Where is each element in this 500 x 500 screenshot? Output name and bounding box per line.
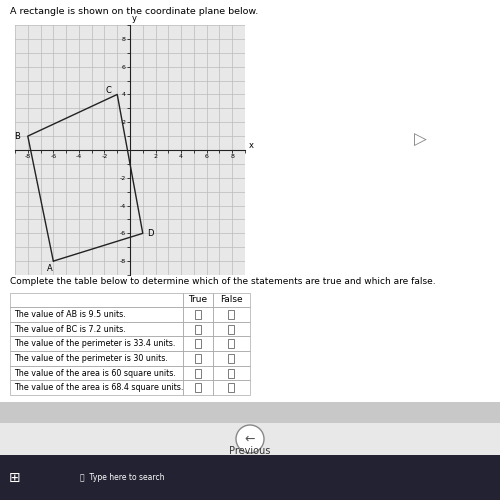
Text: D: D (147, 229, 154, 238)
Text: ▷: ▷ (414, 131, 426, 149)
Text: False: False (220, 296, 242, 304)
Text: The value of the perimeter is 33.4 units.: The value of the perimeter is 33.4 units… (14, 340, 175, 348)
Text: The value of BC is 7.2 units.: The value of BC is 7.2 units. (14, 324, 126, 334)
Text: Complete the table below to determine which of the statements are true and which: Complete the table below to determine wh… (10, 278, 436, 286)
Text: A rectangle is shown on the coordinate plane below.: A rectangle is shown on the coordinate p… (10, 8, 258, 16)
Text: ⌕  Type here to search: ⌕ Type here to search (80, 473, 164, 482)
Text: The value of the area is 60 square units.: The value of the area is 60 square units… (14, 368, 176, 378)
Text: y: y (132, 14, 137, 22)
Text: True: True (188, 296, 207, 304)
Text: The value of the area is 68.4 square units.: The value of the area is 68.4 square uni… (14, 383, 183, 392)
Text: C: C (106, 86, 111, 95)
Text: The value of the perimeter is 30 units.: The value of the perimeter is 30 units. (14, 354, 168, 363)
Text: Previous: Previous (230, 446, 270, 456)
Text: B: B (14, 132, 20, 140)
Text: ⊞: ⊞ (9, 470, 21, 484)
Text: A: A (46, 264, 52, 272)
Text: ←: ← (245, 432, 256, 446)
Text: x: x (249, 142, 254, 150)
Text: The value of AB is 9.5 units.: The value of AB is 9.5 units. (14, 310, 126, 319)
